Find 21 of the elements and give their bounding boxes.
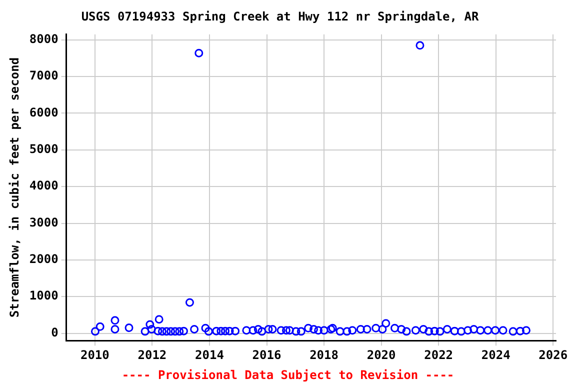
y-tick-label: 2000 [29,252,58,266]
x-tick-label: 2010 [80,348,110,362]
x-tick-label: 2012 [138,348,167,362]
x-tick-label: 2014 [195,348,224,362]
text: ---- Provisional Data Subject to Revision ---- [122,368,454,382]
y-tick-label: 6000 [29,105,58,120]
y-tick-label: 7000 [29,68,58,83]
y-tick-label: 1000 [29,288,58,303]
y-tick-label: 3000 [29,215,58,230]
chart-title: USGS 07194933 Spring Creek at Hwy 112 nr Springdale, AR [81,9,480,24]
y-tick-label: 0 [51,325,58,340]
x-tick-label: 2020 [366,348,396,362]
x-tick-label: 2022 [424,348,454,362]
x-tick-label: 2018 [310,348,338,362]
x-tick-label: 2016 [252,348,282,362]
x-tick-label: 2026 [538,348,568,362]
y-tick-label: 4000 [29,178,58,193]
y-tick-label: 5000 [29,142,58,156]
x-tick-label: 2024 [481,348,510,362]
y-tick-label: 8000 [29,32,58,46]
y-axis-title: Streamflow, in cubic feet per second [7,57,22,318]
